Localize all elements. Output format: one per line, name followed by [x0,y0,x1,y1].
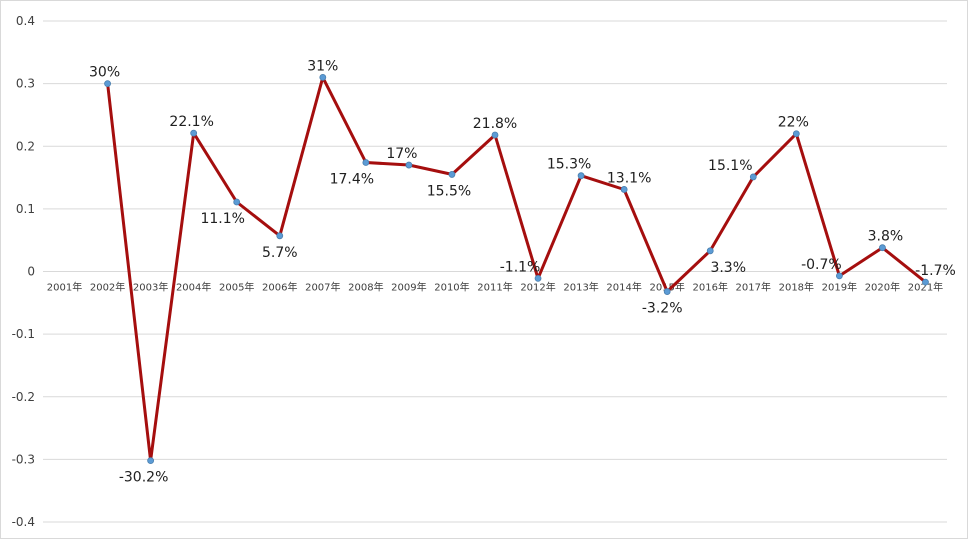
x-tick-label: 2001年 [47,281,82,294]
y-tick-label: 0 [27,265,35,279]
x-tick-label: 2006年 [262,281,297,294]
data-point [190,129,198,137]
data-point [663,288,671,295]
data-label: 22.1% [169,114,213,130]
x-tick-label: 2007年 [305,281,340,294]
x-tick-label: 2019年 [822,281,857,294]
y-tick-label: 0.4 [16,14,35,28]
y-tick-label: 0.3 [16,77,35,91]
data-point [405,161,413,169]
y-tick-label: -0.4 [12,515,35,529]
x-tick-label: 2013年 [563,281,598,294]
data-point [706,247,714,255]
data-point [577,172,585,180]
x-tick-label: 2004年 [176,281,211,294]
data-label: 21.8% [473,116,517,132]
data-point [362,159,370,166]
x-tick-label: 2011年 [477,281,512,294]
data-label: 30% [89,65,120,81]
series-line [106,75,927,463]
y-axis: 0.4 0.3 0.2 0.1 0 -0.1 -0.2 -0.3 -0.4 [12,14,35,529]
data-label: 15.5% [427,183,471,199]
x-tick-label: 2014年 [606,281,641,294]
data-label: 3.3% [710,260,746,276]
data-point [319,73,327,81]
x-tick-label: 2003年 [133,281,168,294]
x-tick-label: 2017年 [736,281,771,294]
x-tick-label: 2021年 [908,281,943,294]
data-point [534,274,542,282]
y-tick-label: 0.1 [16,202,35,216]
y-tick-label: -0.1 [12,327,35,341]
x-tick-label: 2002年 [90,281,125,294]
data-label: -1.1% [500,259,541,275]
y-tick-label: 0.2 [16,139,35,153]
data-label: 31% [307,58,338,74]
data-label: 15.1% [708,158,752,174]
data-point [620,186,628,193]
data-point [233,198,241,206]
data-label: 17.4% [330,172,374,188]
data-point [792,130,800,138]
data-point [147,457,155,465]
data-labels: 30% -30.2% 22.1% 11.1% 5.7% 31% 17.4% 17% 15.5% 2… [89,58,956,485]
x-tick-label: 2018年 [779,281,814,294]
data-point [835,272,843,280]
data-label: 15.3% [547,157,591,173]
x-tick-label: 2020年 [865,281,900,294]
x-axis: 2001年 2002年 2003年 2004年 2005年 2006年 2007年 2008年… [47,281,943,294]
gridlines [43,20,947,523]
data-point [879,244,886,252]
x-tick-label: 2016年 [693,281,728,294]
data-label: -30.2% [119,470,169,486]
data-label: -3.2% [642,301,683,317]
data-point [491,131,499,139]
data-label: 13.1% [607,170,651,186]
data-point [448,171,456,178]
data-label: 11.1% [200,211,244,227]
data-point [749,173,757,181]
data-label: 5.7% [262,245,298,261]
x-tick-label: 2009年 [391,281,426,294]
x-tick-label: 2012年 [520,281,555,294]
data-point [922,278,929,286]
data-label: 22% [778,115,809,131]
x-tick-label: 2008年 [348,281,383,294]
data-label: 17% [386,146,417,162]
data-label: 3.8% [868,229,904,245]
x-tick-label: 2010年 [434,281,469,294]
y-tick-label: -0.3 [12,452,35,466]
data-point [276,232,284,240]
y-tick-label: -0.2 [12,390,35,404]
series [104,73,929,465]
data-point [104,80,111,88]
x-tick-label: 2005年 [219,281,254,294]
data-label: -1.7% [915,263,956,279]
data-label: -0.7% [801,257,842,273]
